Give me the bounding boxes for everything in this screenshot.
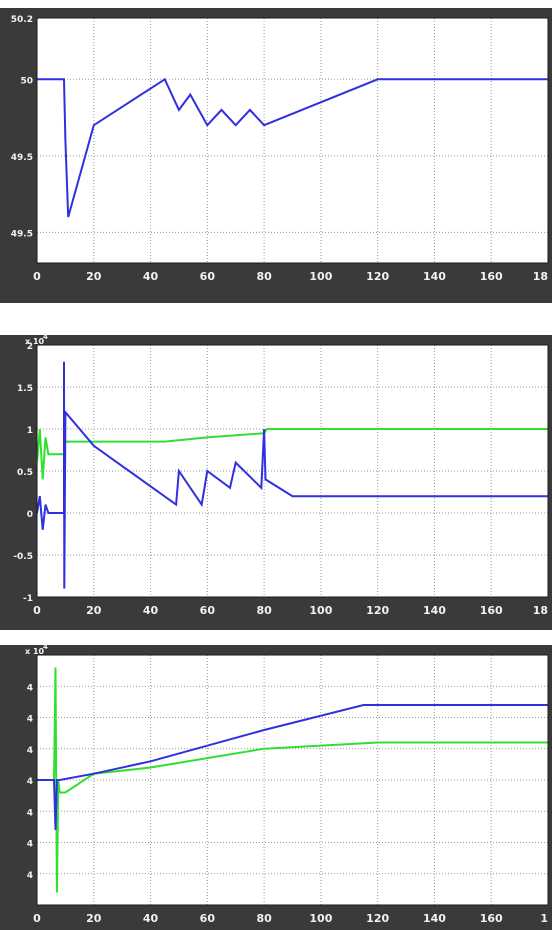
y-tick-label: 4 bbox=[27, 840, 33, 850]
series-green-line bbox=[37, 667, 548, 893]
x-tick-label: 0 bbox=[33, 270, 41, 283]
x-tick-label: 60 bbox=[200, 912, 216, 925]
x-tick-label: 60 bbox=[200, 604, 216, 617]
y-tick-label: 49.5 bbox=[11, 153, 33, 163]
axes-border bbox=[36, 654, 549, 906]
x-tick-label: 80 bbox=[256, 912, 272, 925]
x-tick-label: 140 bbox=[423, 270, 446, 283]
y-tick-label: 4 bbox=[27, 871, 33, 881]
x-tick-label: 140 bbox=[423, 912, 446, 925]
y-tick-label: 1.5 bbox=[17, 384, 33, 394]
y-tick-label: 1 bbox=[27, 426, 33, 436]
y-tick-label: 49.5 bbox=[11, 229, 33, 239]
x-tick-label: 100 bbox=[309, 604, 332, 617]
x-tick-label: 40 bbox=[143, 604, 159, 617]
x-tick-label: 20 bbox=[86, 604, 102, 617]
x-tick-label: 120 bbox=[366, 912, 389, 925]
y-tick-label: 4 bbox=[27, 683, 33, 693]
x-tick-label: 80 bbox=[256, 604, 272, 617]
x-tick-label: 60 bbox=[200, 270, 216, 283]
y-tick-label: 4 bbox=[27, 746, 33, 756]
y-tick-label: 4 bbox=[27, 777, 33, 787]
exponent-label: x 10 bbox=[25, 337, 45, 346]
y-tick-label: -0.5 bbox=[13, 552, 33, 562]
plot-area bbox=[37, 18, 548, 263]
x-tick-label: 120 bbox=[366, 604, 389, 617]
power-chart-panel: 0 20 40 60 80 100 120 140 160 18 -1 -0.5 0 0.5 1 1.5 2 x … bbox=[0, 335, 552, 630]
x-tick-label: 160 bbox=[480, 604, 503, 617]
y-tick-label: 2 bbox=[27, 342, 33, 352]
y-tick-label: -1 bbox=[23, 594, 33, 604]
x-tick-label: 100 bbox=[309, 912, 332, 925]
exponent-power: 4 bbox=[43, 645, 48, 651]
exponent-label: x 10 bbox=[25, 647, 45, 656]
x-tick-label: 20 bbox=[86, 912, 102, 925]
x-tick-label: 40 bbox=[143, 270, 159, 283]
y-tick-label: 0 bbox=[27, 510, 33, 520]
x-tick-label: 18 bbox=[533, 604, 548, 617]
x-tick-label: 40 bbox=[143, 912, 159, 925]
x-tick-label: 18 bbox=[533, 270, 548, 283]
y-tick-label: 50 bbox=[20, 76, 33, 86]
axes-border bbox=[36, 17, 549, 264]
x-tick-label: 80 bbox=[256, 270, 272, 283]
x-tick-label: 140 bbox=[423, 604, 446, 617]
y-tick-label: 50.2 bbox=[11, 15, 33, 25]
x-tick-label: 0 bbox=[33, 912, 41, 925]
x-tick-label: 1 bbox=[540, 912, 548, 925]
series-blue-line bbox=[37, 77, 548, 218]
y-tick-label: 4 bbox=[27, 808, 33, 818]
series-blue-line bbox=[36, 361, 548, 589]
x-tick-label: 0 bbox=[33, 604, 41, 617]
power-chart: 0 20 40 60 80 100 120 140 160 18 -1 -0.5 0 0.5 1 1.5 2x … bbox=[0, 335, 552, 630]
frequency-chart-panel: 0 20 40 60 80 100 120 140 160 18 49.5 49.5 50 50.2 bbox=[0, 8, 552, 303]
frequency-chart: 0 20 40 60 80 100 120 140 160 18 49.5 49.5 50 50.2 bbox=[0, 8, 552, 303]
x-tick-label: 160 bbox=[480, 270, 503, 283]
x-tick-label: 160 bbox=[480, 912, 503, 925]
x-tick-label: 100 bbox=[309, 270, 332, 283]
axes-border bbox=[36, 344, 549, 598]
exponent-power: 4 bbox=[43, 335, 48, 341]
y-tick-label: 0.5 bbox=[17, 468, 33, 478]
series-blue-line bbox=[37, 704, 548, 831]
x-tick-label: 120 bbox=[366, 270, 389, 283]
y-tick-label: 4 bbox=[27, 715, 33, 725]
voltage-chart-panel: 0 20 40 60 80 100 120 140 160 1 4 4 4 4 4 4 4 x 10 4 bbox=[0, 645, 552, 930]
x-tick-label: 20 bbox=[86, 270, 102, 283]
